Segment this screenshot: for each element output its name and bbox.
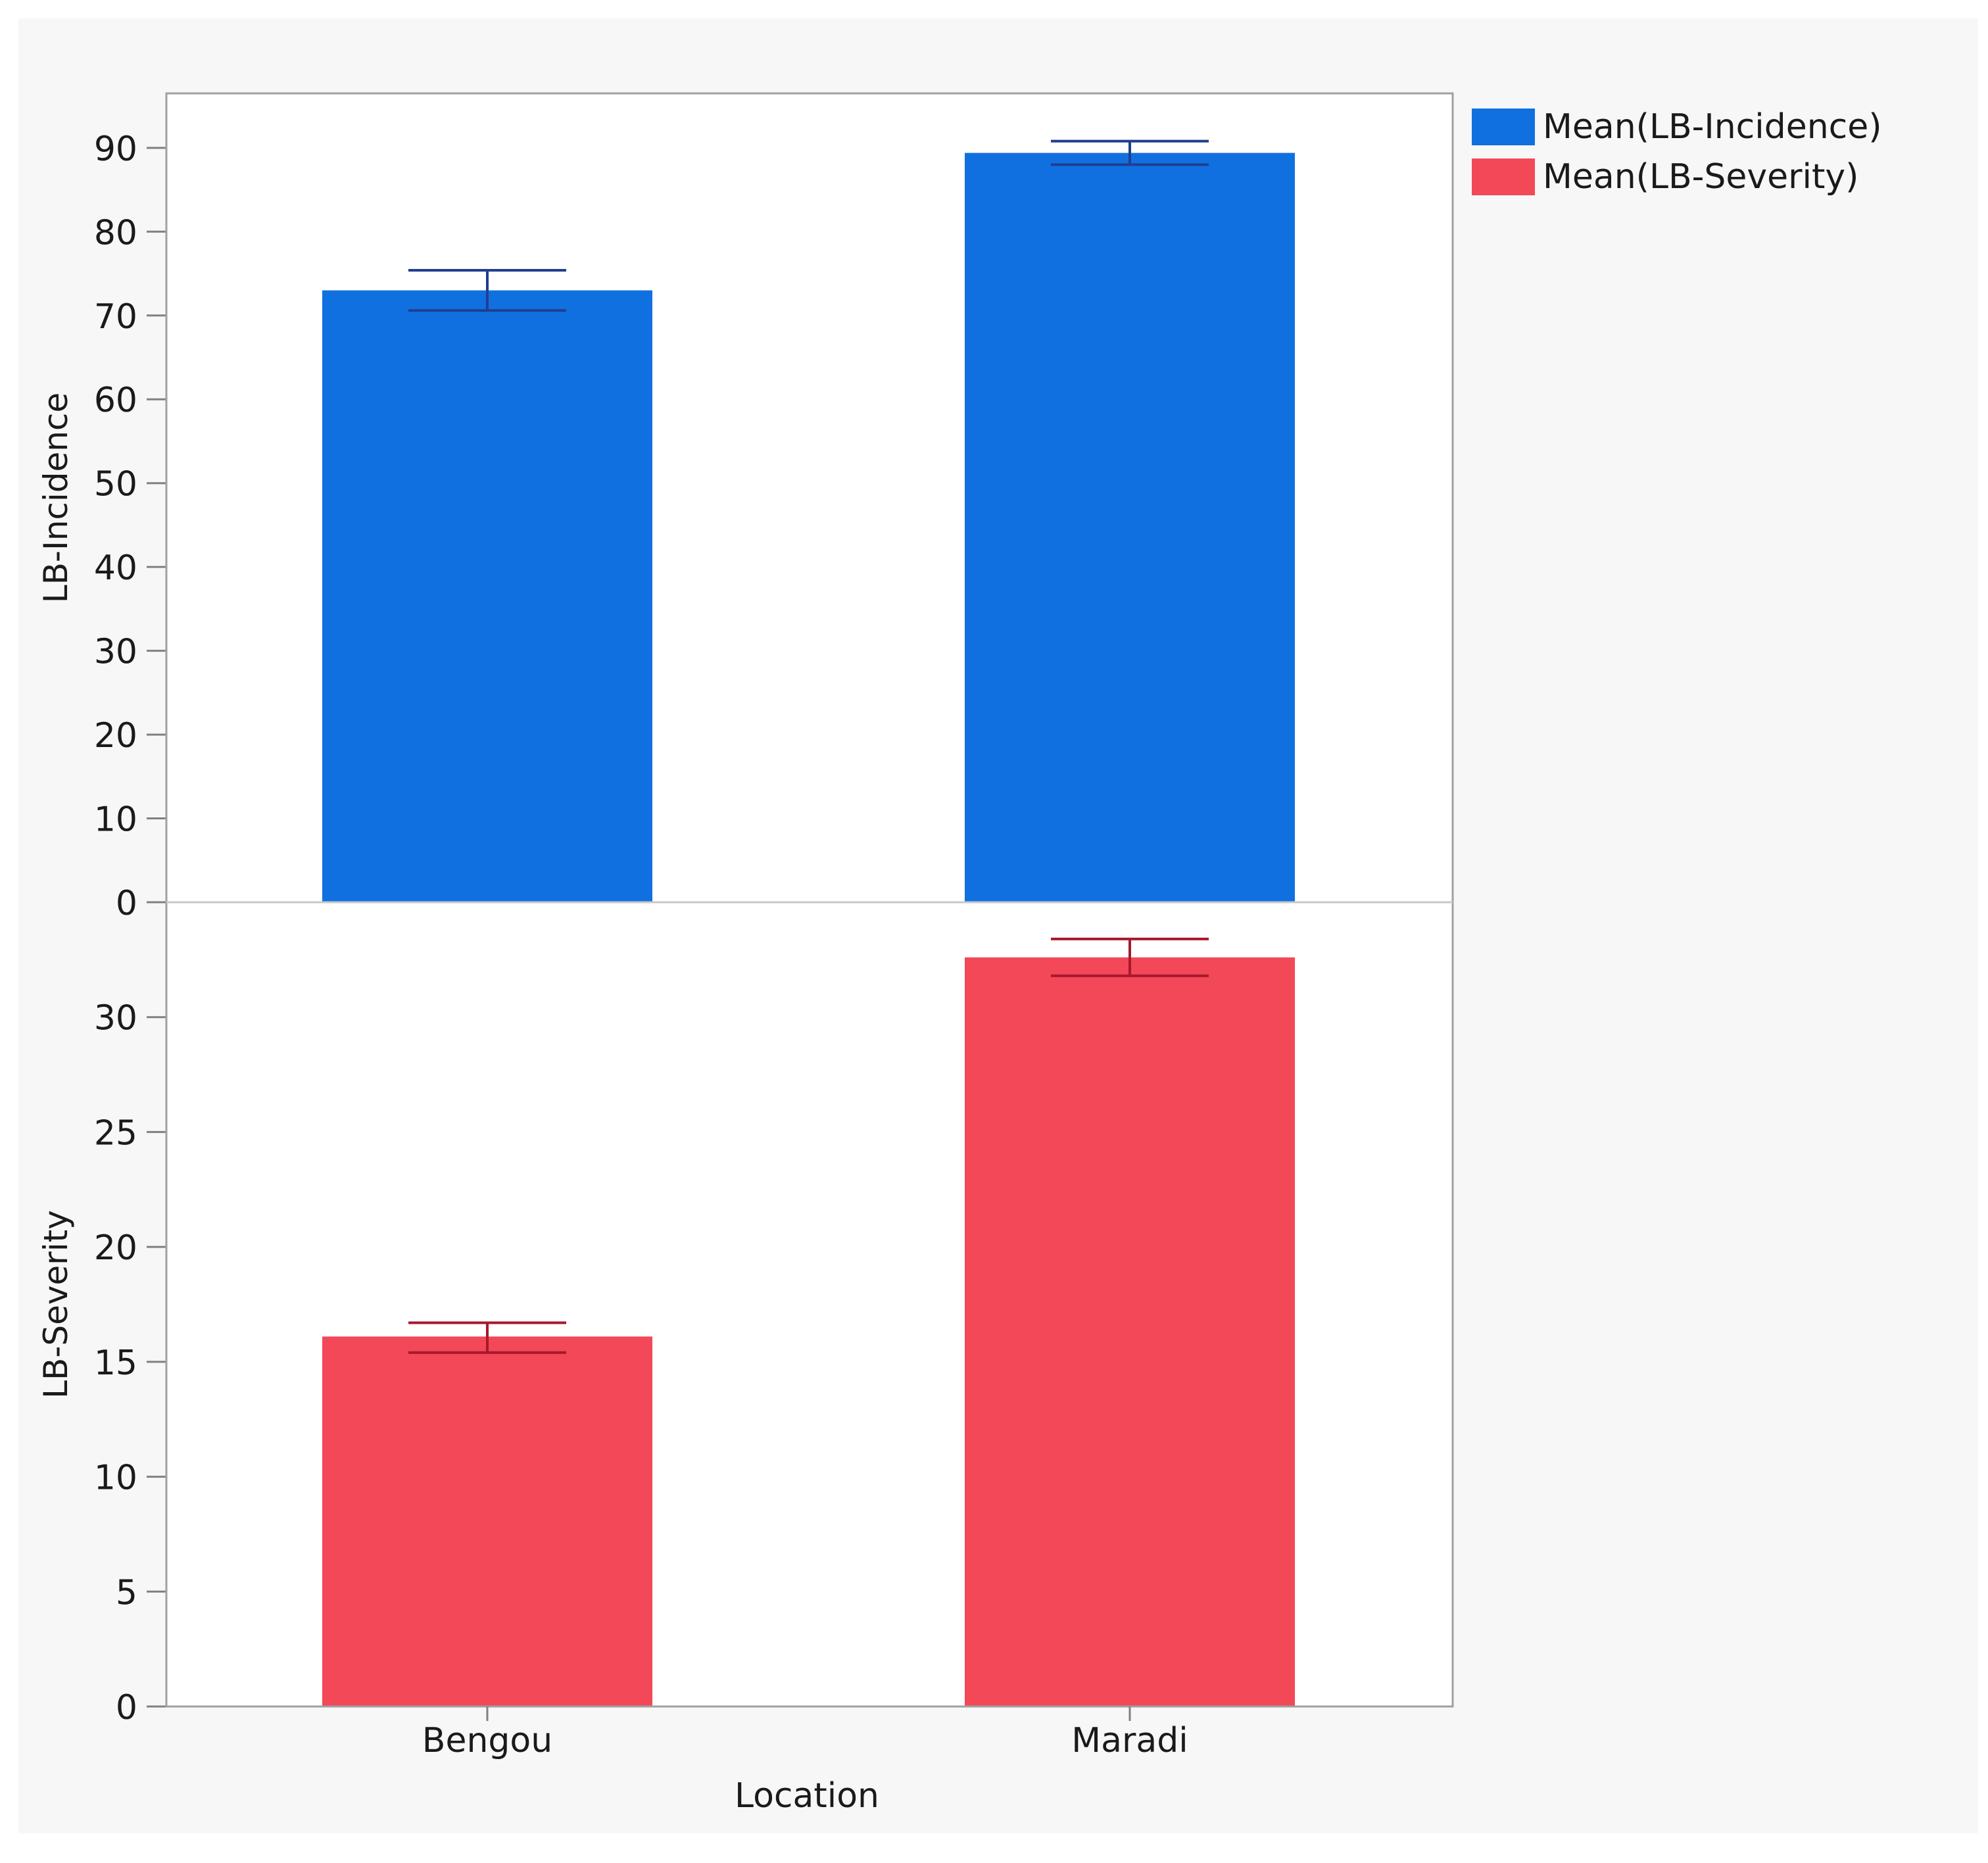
- panel-2: 0 5 10 15 20 25 30 LB-Severity: [37, 937, 1295, 1728]
- bar-maradi: [965, 957, 1295, 1706]
- y-tick-label: 15: [94, 1343, 137, 1383]
- y-tick-label: 80: [94, 213, 137, 253]
- legend-label: Mean(LB-Incidence): [1543, 107, 1882, 147]
- y-tick-label: 25: [94, 1113, 137, 1153]
- y-tick-label: 40: [94, 548, 137, 588]
- y-tick-label: 50: [94, 465, 137, 504]
- plot-frame: [165, 92, 1454, 1708]
- bar-maradi: [965, 153, 1295, 902]
- bar-bengou: [322, 290, 652, 902]
- y-tick-label: 10: [94, 1459, 137, 1498]
- y-axis-label: LB-Incidence: [37, 393, 75, 603]
- y-tick-label: 30: [94, 633, 137, 672]
- y-tick-label: 20: [94, 716, 137, 756]
- y-tick-label: 0: [116, 1688, 137, 1728]
- y-tick-label: 5: [116, 1573, 137, 1612]
- y-tick-label: 0: [116, 884, 137, 923]
- legend: Mean(LB-Incidence) Mean(LB-Severity): [1472, 107, 1882, 197]
- y-axis-label: LB-Severity: [37, 1210, 75, 1399]
- y-tick-label: 90: [94, 130, 137, 169]
- x-tick-label: Maradi: [1071, 1721, 1188, 1760]
- y-tick-label: 60: [94, 381, 137, 420]
- legend-label: Mean(LB-Severity): [1543, 157, 1858, 197]
- y-tick-label: 20: [94, 1228, 137, 1268]
- legend-swatch: [1472, 109, 1535, 145]
- x-axis: Bengou Maradi: [422, 1706, 1188, 1760]
- y-tick-label: 10: [94, 800, 137, 840]
- x-tick-label: Bengou: [422, 1721, 552, 1760]
- panel-1: 0 10 20 30 40 50 60 70 80 90 LB-Incidence: [37, 130, 1295, 923]
- y-tick-label: 30: [94, 999, 137, 1038]
- bar-bengou: [322, 1336, 652, 1706]
- panels-layer: 0 10 20 30 40 50 60 70 80 90 LB-Incidence 0 5 10 15 20 2…: [37, 130, 1295, 1728]
- legend-swatch: [1472, 158, 1535, 195]
- x-axis-label: Location: [735, 1776, 879, 1816]
- y-tick-label: 70: [94, 297, 137, 337]
